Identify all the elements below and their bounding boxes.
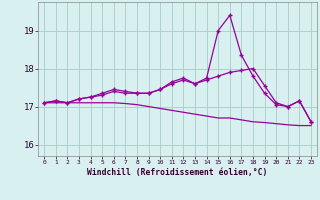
X-axis label: Windchill (Refroidissement éolien,°C): Windchill (Refroidissement éolien,°C) <box>87 168 268 177</box>
